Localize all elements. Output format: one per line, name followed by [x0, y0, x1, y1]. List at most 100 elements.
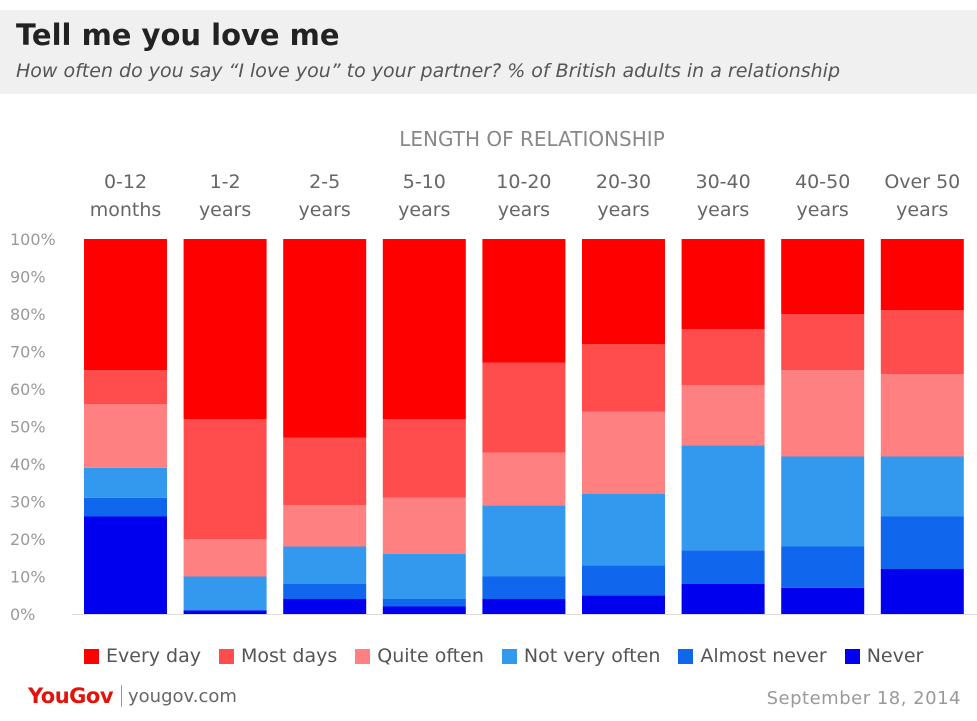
y-tick-label: 70%: [10, 343, 46, 362]
x-axis-title: LENGTH OF RELATIONSHIP: [399, 127, 665, 151]
bar-segment-almost-never: [681, 550, 765, 584]
y-tick-label: 100%: [10, 230, 56, 249]
yougov-logo[interactable]: YouGov: [28, 684, 114, 708]
category-label: 10-20: [496, 171, 551, 193]
bar-segment-most-days: [84, 370, 167, 404]
bar-segment-not-very-often: [681, 445, 765, 551]
category-label: years: [498, 199, 550, 221]
y-tick-label: 80%: [10, 305, 46, 324]
legend-label: Almost never: [700, 645, 827, 667]
bar-segment-almost-never: [382, 599, 466, 607]
category-label: years: [697, 199, 749, 221]
legend-item: Most days: [218, 645, 338, 667]
legend-swatch: [355, 648, 371, 664]
bar-segment-quite-often: [681, 385, 765, 446]
footer-branding: YouGov yougov.com: [28, 684, 237, 708]
y-tick-label: 60%: [10, 380, 46, 399]
bar-segment-not-very-often: [183, 576, 267, 611]
legend-item: Quite often: [355, 645, 484, 667]
bar-segment-most-days: [582, 344, 665, 412]
y-tick-label: 0%: [10, 605, 35, 624]
bar-segment-quite-often: [283, 505, 367, 547]
legend-item: Every day: [84, 645, 201, 667]
legend-swatch: [844, 648, 860, 664]
category-label: years: [597, 199, 649, 221]
category-label: Over 50: [884, 171, 960, 193]
bar-segment-never: [382, 606, 466, 614]
category-label: years: [797, 199, 849, 221]
bar-segment-never: [283, 599, 367, 614]
bar-segment-not-very-often: [382, 554, 466, 599]
logo-divider: [121, 685, 123, 707]
bar-segment-every-day: [681, 239, 765, 329]
legend-label: Not very often: [523, 645, 661, 667]
bar-segment-most-days: [382, 419, 466, 498]
bar-segment-never: [781, 587, 865, 614]
category-label: years: [199, 199, 251, 221]
bar-segment-not-very-often: [84, 467, 167, 498]
bar-segment-every-day: [781, 239, 865, 314]
bar-segment-most-days: [781, 314, 865, 371]
legend-swatch: [84, 648, 99, 664]
header-band: Tell me you love me How often do you say…: [0, 10, 977, 94]
bar-segment-every-day: [382, 239, 466, 419]
bar-segment-not-very-often: [482, 505, 566, 577]
bar-segment-almost-never: [84, 497, 167, 517]
category-label: 2-5: [309, 171, 340, 193]
legend-label: Quite often: [377, 645, 484, 667]
bar-segment-never: [482, 599, 566, 614]
bar-segment-never: [681, 584, 765, 614]
category-label: months: [90, 199, 162, 221]
category-label: 5-10: [403, 171, 446, 193]
legend-item: Almost never: [678, 645, 827, 667]
bar-segment-never: [582, 595, 665, 614]
y-tick-label: 90%: [10, 268, 46, 287]
legend-swatch: [678, 648, 694, 664]
bar-segment-every-day: [582, 239, 665, 344]
bar-segment-every-day: [880, 239, 964, 311]
y-tick-label: 20%: [10, 530, 46, 549]
bar-segment-quite-often: [880, 374, 964, 457]
bar-segment-most-days: [482, 362, 566, 453]
category-label: years: [896, 199, 948, 221]
legend-item: Not very often: [501, 645, 661, 667]
category-label: 20-30: [596, 171, 651, 193]
legend-label: Never: [866, 645, 924, 667]
category-label: 1-2: [210, 171, 241, 193]
bar-segment-never: [84, 516, 167, 614]
legend-swatch: [501, 648, 517, 664]
bar-segment-not-very-often: [781, 456, 865, 547]
bar-segment-every-day: [482, 239, 566, 363]
y-tick-label: 50%: [10, 418, 46, 437]
category-label: years: [299, 199, 351, 221]
bar-segment-almost-never: [781, 546, 865, 588]
bar-segment-quite-often: [183, 539, 267, 577]
legend-swatch: [218, 648, 234, 664]
bar-segment-most-days: [183, 419, 267, 539]
bar-segment-quite-often: [582, 411, 665, 494]
bar-segment-every-day: [183, 239, 267, 419]
bar-segment-almost-never: [880, 516, 964, 569]
bar-segment-almost-never: [582, 565, 665, 596]
bar-segment-not-very-often: [582, 494, 665, 566]
y-tick-label: 10%: [10, 568, 46, 587]
category-label: 30-40: [695, 171, 750, 193]
bar-segment-never: [880, 569, 964, 614]
bar-segment-quite-often: [482, 452, 566, 506]
legend-label: Every day: [106, 645, 201, 667]
legend-label: Most days: [240, 645, 338, 667]
bar-segment-quite-often: [781, 370, 865, 457]
bar-segment-most-days: [681, 329, 765, 386]
bar-segment-quite-often: [382, 497, 466, 554]
bar-segment-not-very-often: [880, 456, 964, 517]
site-link[interactable]: yougov.com: [128, 685, 237, 707]
bar-segment-every-day: [84, 239, 167, 371]
category-label: 40-50: [795, 171, 850, 193]
bar-segment-most-days: [283, 437, 367, 506]
publish-date: September 18, 2014: [766, 688, 961, 709]
bar-segment-most-days: [880, 310, 964, 374]
bar-segment-almost-never: [283, 584, 367, 599]
chart-title: Tell me you love me: [16, 18, 340, 52]
y-tick-label: 40%: [10, 455, 46, 474]
